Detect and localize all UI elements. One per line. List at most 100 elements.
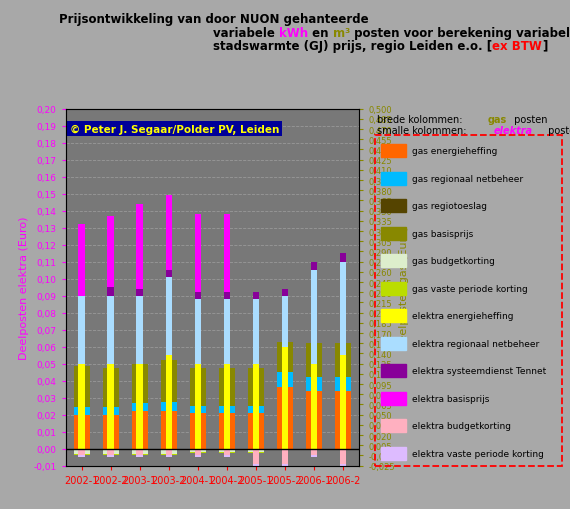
Bar <box>74 454 89 455</box>
Bar <box>223 299 230 364</box>
Bar <box>340 449 347 464</box>
Y-axis label: Deelposten gas (Euro): Deelposten gas (Euro) <box>399 225 409 350</box>
Bar <box>253 293 259 299</box>
Bar <box>78 364 85 449</box>
Bar <box>107 449 114 456</box>
Bar <box>340 262 347 355</box>
Bar <box>282 464 288 466</box>
Bar <box>103 407 119 415</box>
Bar <box>78 449 85 456</box>
Bar <box>381 145 406 158</box>
Bar <box>136 296 143 364</box>
Bar <box>103 415 119 449</box>
Bar <box>219 369 235 406</box>
Bar <box>190 413 206 449</box>
Bar <box>306 391 322 449</box>
Bar <box>103 449 119 454</box>
Bar <box>335 378 351 391</box>
Text: gas regiotoeslag: gas regiotoeslag <box>412 202 487 211</box>
Bar <box>282 296 288 347</box>
Bar <box>161 402 177 411</box>
Bar <box>381 200 406 213</box>
Text: elektra: elektra <box>494 126 533 135</box>
Text: gas: gas <box>488 115 507 125</box>
Bar <box>219 452 235 453</box>
Bar <box>277 373 293 388</box>
Bar <box>381 227 406 240</box>
Text: elektra vaste periode korting: elektra vaste periode korting <box>412 449 543 458</box>
Bar <box>277 342 293 373</box>
Bar <box>165 449 172 456</box>
Bar <box>223 215 230 293</box>
Bar <box>381 337 406 350</box>
Bar <box>132 411 148 449</box>
Bar <box>219 449 235 452</box>
Bar <box>219 413 235 449</box>
Bar <box>136 289 143 296</box>
Bar <box>335 344 351 378</box>
Bar <box>74 449 89 454</box>
Bar <box>161 411 177 449</box>
Bar <box>132 364 148 403</box>
Bar <box>132 449 148 454</box>
Bar <box>311 449 317 456</box>
Bar <box>311 364 317 449</box>
Bar <box>107 216 114 288</box>
Bar <box>103 369 119 407</box>
Text: ]: ] <box>542 40 548 52</box>
Bar <box>190 406 206 413</box>
Bar <box>253 364 259 449</box>
Text: Prijsontwikkeling van door NUON gehanteerde: Prijsontwikkeling van door NUON gehantee… <box>59 13 369 25</box>
Bar <box>311 456 317 457</box>
Bar <box>74 366 89 407</box>
Bar <box>381 447 406 460</box>
Text: ex BTW: ex BTW <box>492 40 542 52</box>
Bar <box>311 262 317 271</box>
Bar <box>248 369 264 406</box>
Text: smalle kolommen:: smalle kolommen: <box>377 126 470 135</box>
Text: variabele: variabele <box>213 26 279 39</box>
Bar <box>165 196 172 271</box>
Bar <box>78 296 85 364</box>
Bar <box>282 449 288 464</box>
Text: elektra budgetkorting: elektra budgetkorting <box>412 421 511 431</box>
Bar <box>132 454 148 455</box>
Bar <box>78 456 85 457</box>
Bar <box>103 454 119 455</box>
Bar <box>161 449 177 454</box>
Bar <box>194 456 201 457</box>
Bar <box>381 254 406 268</box>
Bar <box>190 452 206 453</box>
Bar <box>223 364 230 449</box>
Text: elektra energieheffing: elektra energieheffing <box>412 312 513 321</box>
Text: elektra regionaal netbeheer: elektra regionaal netbeheer <box>412 339 539 348</box>
Bar <box>248 406 264 413</box>
Bar <box>306 378 322 391</box>
Bar <box>78 225 85 296</box>
Bar <box>381 364 406 377</box>
Bar <box>248 413 264 449</box>
Text: posten: posten <box>545 126 570 135</box>
Bar <box>107 288 114 296</box>
Bar <box>223 293 230 299</box>
Text: kWh: kWh <box>279 26 308 39</box>
Bar <box>190 369 206 406</box>
Y-axis label: Deelposten elektra (Euro): Deelposten elektra (Euro) <box>19 216 29 359</box>
Bar <box>253 464 259 466</box>
Bar <box>165 277 172 355</box>
Bar <box>223 456 230 457</box>
Bar <box>311 271 317 364</box>
Text: posten voor berekening variabele: posten voor berekening variabele <box>350 26 570 39</box>
Bar <box>161 454 177 455</box>
Bar <box>165 271 172 277</box>
Text: gas budgetkorting: gas budgetkorting <box>412 257 494 266</box>
Text: gas energieheffing: gas energieheffing <box>412 147 497 156</box>
Bar <box>194 299 201 364</box>
Bar <box>136 449 143 456</box>
Bar <box>340 464 347 466</box>
Bar <box>253 449 259 464</box>
Bar <box>107 364 114 449</box>
Bar <box>194 449 201 456</box>
Bar <box>74 407 89 415</box>
Bar <box>136 205 143 289</box>
